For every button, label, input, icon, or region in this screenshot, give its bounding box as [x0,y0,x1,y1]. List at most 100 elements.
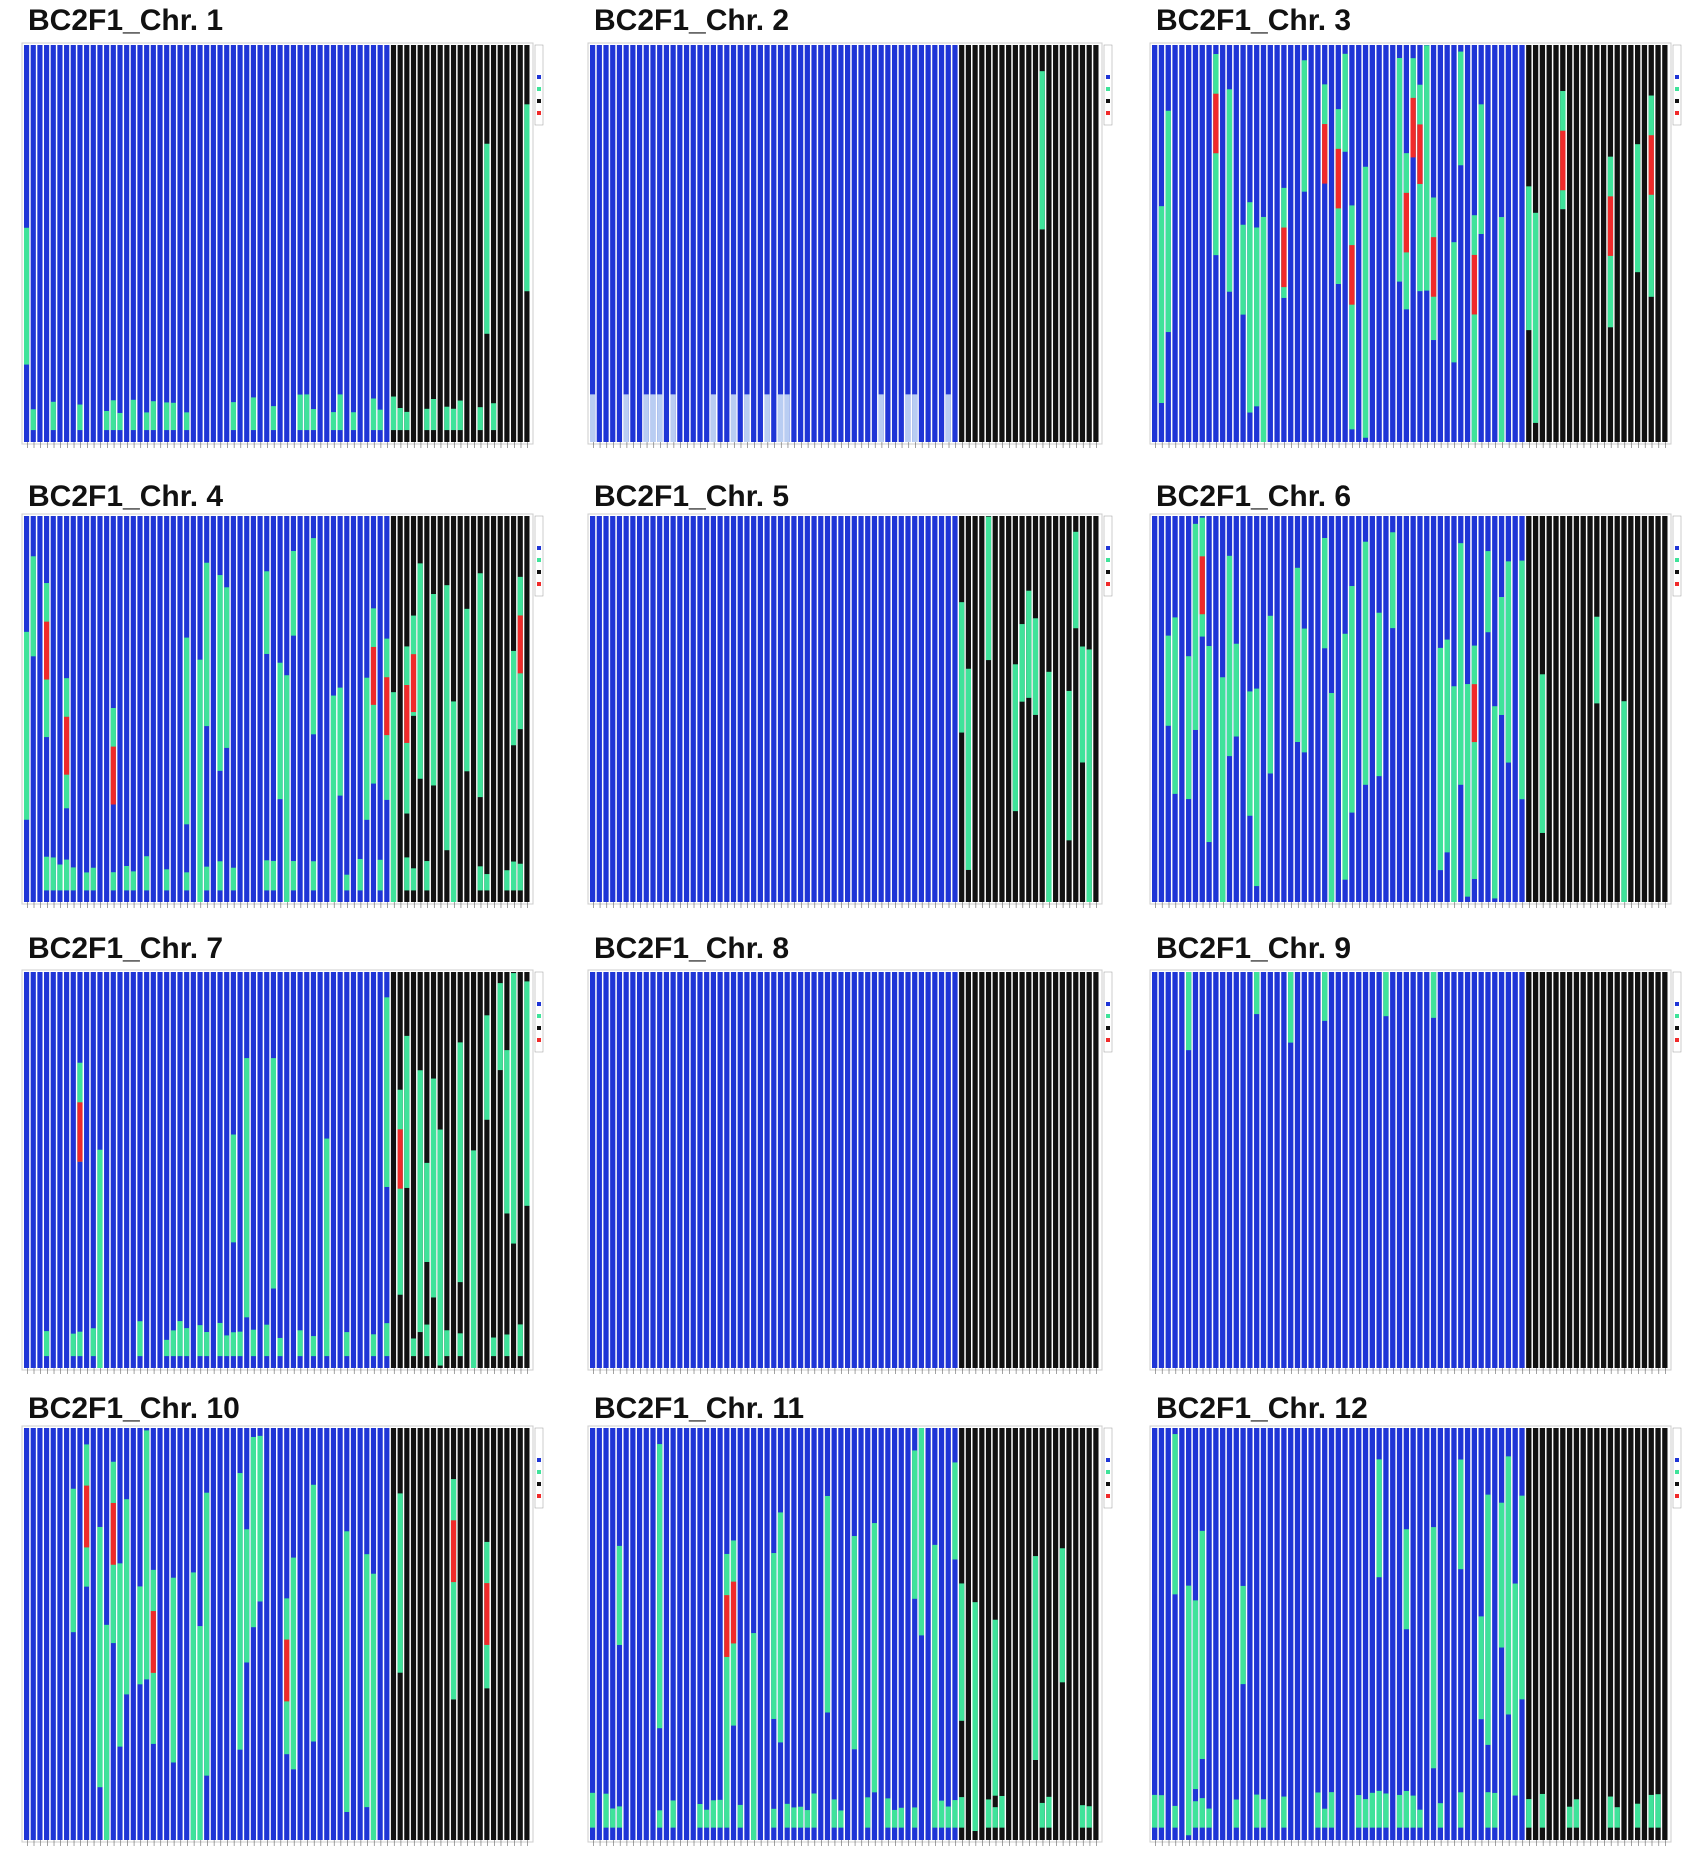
genotype-column [1213,1428,1219,1840]
genotype-segment [1342,633,1348,880]
genotype-column [1220,45,1226,442]
genotype-column [1655,1428,1661,1840]
genotype-column [603,516,609,902]
genotype-segment [959,1797,965,1828]
genotype-segment [824,1495,831,1713]
genotype-column [1308,45,1314,442]
genotype-segment [137,1586,143,1685]
genotype-segment [250,1436,256,1628]
genotype-column [37,45,43,442]
genotype-segment [124,1499,130,1695]
genotype-column [1053,516,1059,902]
genotype-column [1376,45,1382,442]
genotype-column [784,45,790,442]
genotype-column [643,45,649,442]
genotype-segment [1192,1600,1199,1790]
genotype-column [1206,972,1212,1368]
genotype-column [277,45,283,442]
genotype-column [1539,972,1546,1368]
genotype-column [1437,1428,1444,1840]
genotype-column [1634,516,1641,902]
genotype-column [337,972,343,1368]
legend-swatch [1675,1026,1679,1030]
genotype-column [1424,516,1430,902]
genotype-column [57,45,63,442]
legend-swatch [1106,75,1110,79]
genotype-segment [730,1581,737,1644]
legend-swatch [537,87,541,91]
genotype-segment [364,677,370,820]
genotype-column [1519,45,1525,442]
genotype-column [270,45,276,442]
genotype-column [1046,1428,1052,1840]
genotype-column [818,1428,824,1840]
genotype-segment [97,1526,103,1788]
genotype-column [1614,516,1620,902]
genotype-segment [1471,645,1478,879]
genotype-segment [1322,972,1328,1021]
genotype-column [157,516,163,902]
genotype-column [596,1428,602,1840]
genotype-segment [590,1792,596,1828]
genotype-column [1437,45,1444,442]
genotype-column [751,972,757,1368]
genotype-segment [959,602,965,733]
genotype-column [1444,972,1450,1368]
genotype-column [1492,972,1498,1368]
genotype-column [150,972,156,1368]
genotype-segment [992,1807,998,1828]
genotype-segment [410,1338,417,1357]
legend-box [1103,971,1113,1053]
genotype-column [517,45,523,442]
genotype-column [337,1428,343,1840]
genotype-column [1580,45,1586,442]
genotype-column [164,516,170,902]
genotype-segment [290,1557,297,1770]
genotype-column [677,516,683,902]
genotype-segment [1648,95,1654,297]
genotype-column [1628,1428,1634,1840]
genotype-column [1539,1428,1546,1840]
genotype-column [370,45,377,442]
genotype-column [490,516,497,902]
genotype-segment [1526,186,1532,331]
genotype-segment [144,856,150,891]
genotype-column [690,972,696,1368]
genotype-column [972,972,978,1368]
genotype-column [1294,45,1301,442]
genotype-segment [1403,1529,1409,1630]
genotype-segment [437,1129,443,1366]
genotype-column [297,972,303,1368]
genotype-column [1233,1428,1239,1840]
genotype-column [1274,516,1280,902]
genotype-column [683,1428,690,1840]
genotype-column [1566,1428,1573,1840]
genotype-column [1322,45,1328,442]
legend-swatch [1675,1038,1679,1042]
genotype-column [1471,1428,1478,1840]
genotype-column [878,45,884,442]
genotype-column [751,516,757,902]
genotype-column [330,972,337,1368]
genotype-segment [1079,646,1086,763]
genotype-column [344,516,350,902]
genotype-segment [932,1791,938,1828]
genotype-column [257,972,263,1368]
genotype-segment [497,983,503,1071]
genotype-column [1614,972,1620,1368]
genotype-column [390,972,397,1368]
genotype-column [324,1428,330,1840]
genotype-segment [1039,1802,1045,1828]
genotype-segment [1349,205,1355,430]
legend-swatch [1675,546,1679,550]
genotype-segment [1315,1792,1321,1828]
genotype-column [771,972,777,1368]
genotype-segment [197,659,203,902]
genotype-column [757,516,763,902]
genotype-segment [344,874,350,891]
legend-swatch [1675,558,1679,562]
genotype-column [1417,972,1423,1368]
genotype-segment [184,1328,190,1357]
panel-title: BC2F1_Chr. 9 [1156,932,1351,965]
genotype-column [1362,1428,1369,1840]
